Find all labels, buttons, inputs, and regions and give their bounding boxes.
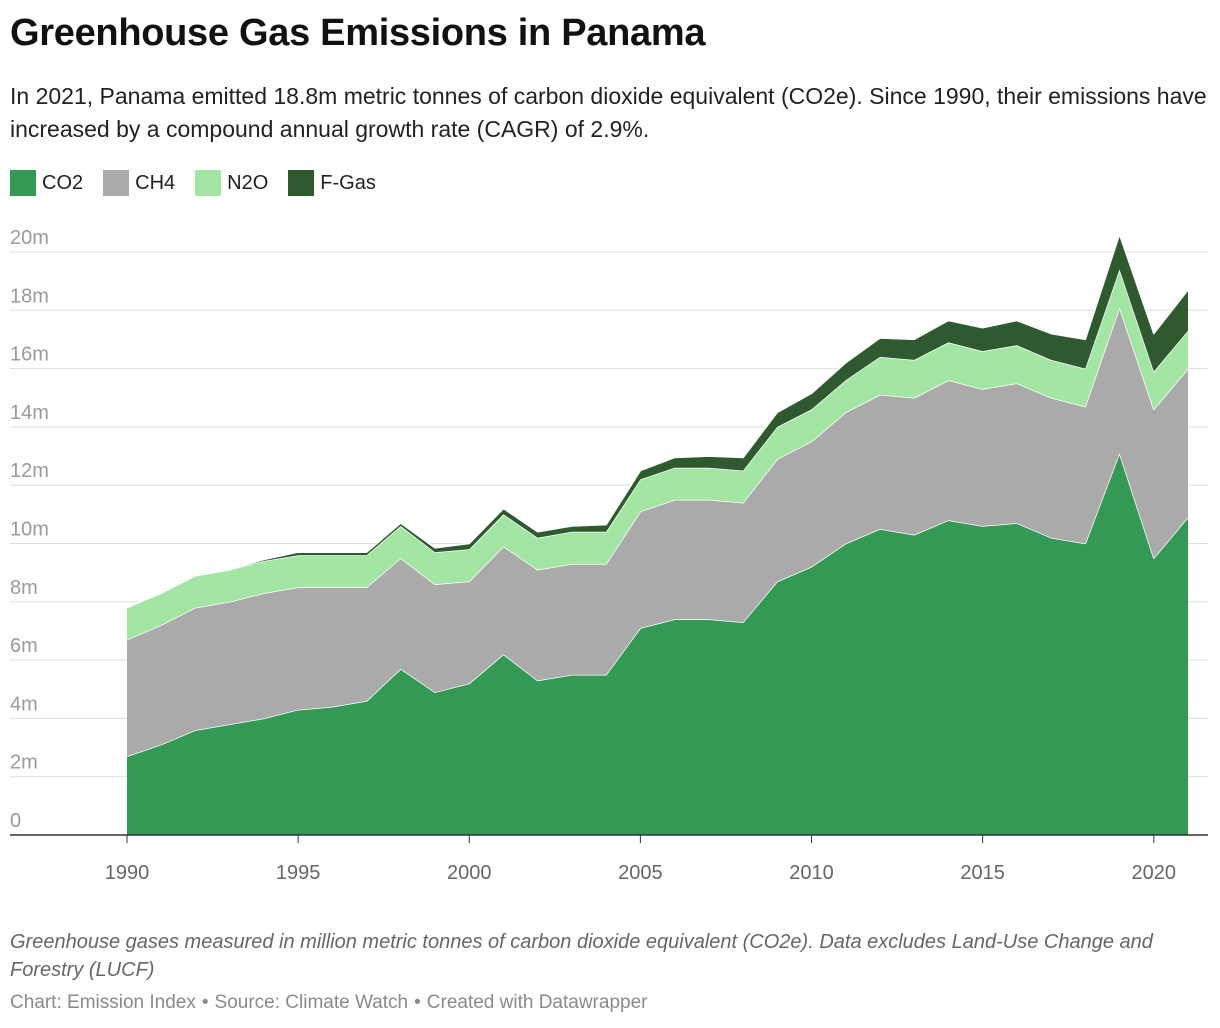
x-axis: 1990 1995 2000 2005 2010 2015 2020	[10, 834, 1208, 884]
y-tick-label: 8m	[10, 577, 38, 599]
legend-label-ch4: CH4	[135, 171, 176, 194]
legend-item-n2o: N2O	[195, 170, 268, 196]
legend-swatch-n2o	[195, 170, 222, 196]
x-tick-label: 2000	[447, 862, 492, 884]
chart-footer: Chart: Emission Index • Source: Climate Wa…	[10, 992, 647, 1014]
legend-item-co2: CO2	[10, 170, 83, 196]
chart-subtitle: In 2021, Panama emitted 18.8m metric ton…	[10, 83, 1207, 142]
legend-label-n2o: N2O	[227, 171, 269, 194]
legend: CO2 CH4 N2O F-Gas	[10, 170, 396, 196]
y-tick-label: 18m	[10, 285, 49, 307]
x-tick-label: 1990	[105, 862, 150, 884]
x-tick-label: 2005	[618, 862, 663, 884]
legend-swatch-co2	[10, 170, 36, 196]
area-ch4	[127, 307, 1188, 757]
y-tick-label: 0	[10, 810, 21, 832]
y-tick-label: 2m	[10, 752, 38, 774]
legend-item-ch4: CH4	[103, 170, 175, 196]
y-tick-label: 16m	[10, 344, 49, 366]
y-tick-label: 14m	[10, 402, 49, 424]
legend-item-fgas: F-Gas	[288, 170, 376, 196]
footer-separator: •	[414, 992, 421, 1013]
y-axis-ticks: 0 2m 4m 6m 8m 10m 12m 14m 16m 18m 20m	[10, 227, 49, 832]
footer-created-with: Created with Datawrapper	[426, 992, 648, 1013]
area-co2	[127, 453, 1188, 835]
legend-label-co2: CO2	[42, 171, 84, 194]
x-tick-label: 2010	[789, 862, 834, 884]
y-tick-label: 20m	[10, 227, 49, 249]
y-tick-label: 10m	[10, 519, 49, 541]
x-tick-label: 2020	[1132, 862, 1177, 884]
y-tick-label: 4m	[10, 693, 38, 715]
legend-label-fgas: F-Gas	[320, 171, 376, 194]
x-tick-label: 2015	[960, 862, 1005, 884]
y-tick-label: 12m	[10, 460, 49, 482]
footer-chart-credit: Chart: Emission Index	[10, 992, 196, 1013]
chart-notes: Greenhouse gases measured in million met…	[10, 931, 1153, 981]
x-tick-label: 1995	[276, 862, 321, 884]
legend-swatch-fgas	[288, 170, 315, 196]
footer-separator: •	[201, 992, 209, 1013]
footer-source: Source: Climate Watch	[214, 992, 409, 1013]
area-edge-fgas	[126, 233, 1189, 609]
legend-swatch-ch4	[103, 170, 130, 196]
area-n2o	[127, 269, 1188, 640]
area-series	[126, 233, 1189, 835]
y-tick-label: 6m	[10, 635, 38, 657]
chart-title: Greenhouse Gas Emissions in Panama	[10, 12, 706, 54]
